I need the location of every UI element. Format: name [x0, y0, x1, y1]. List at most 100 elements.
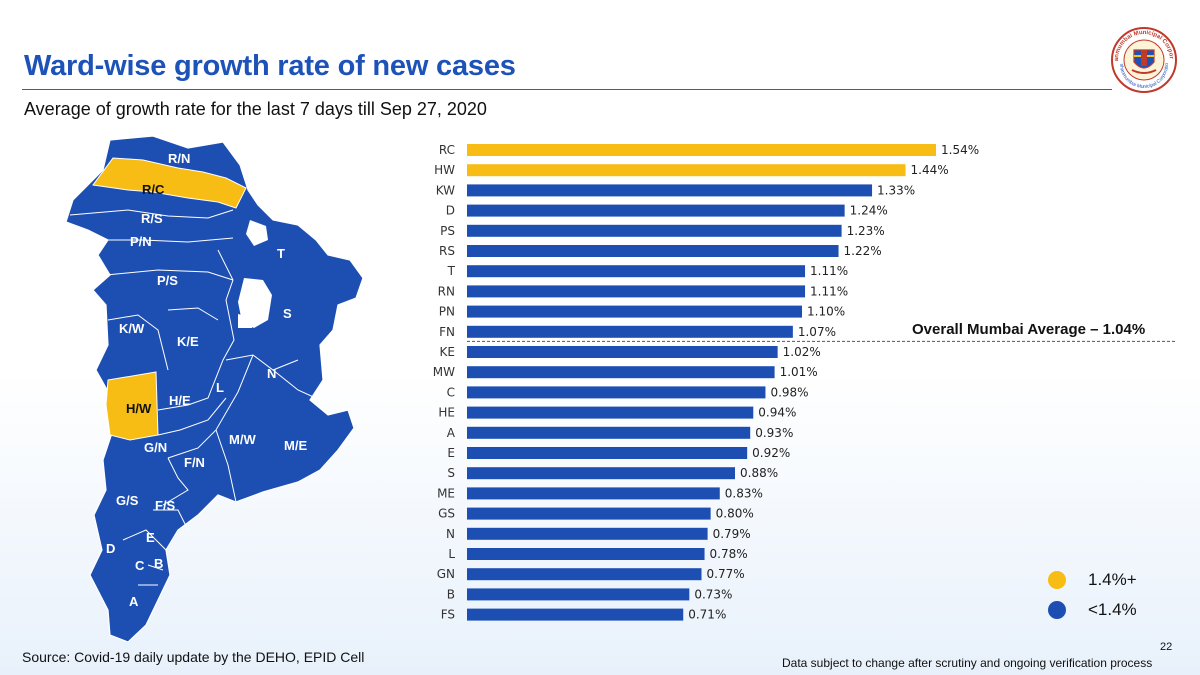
ward-label-hw: H/W — [126, 401, 152, 416]
source-note: Source: Covid-19 daily update by the DEH… — [22, 649, 365, 665]
bar-ps — [467, 224, 842, 237]
wetland-1 — [238, 278, 272, 328]
ward-label-c: C — [135, 558, 145, 573]
category-label-fs: FS — [441, 608, 455, 622]
ward-label-fn: F/N — [184, 455, 205, 470]
title-underline — [22, 89, 1112, 90]
bar-gs — [467, 507, 711, 520]
ward-map: R/N R/C R/S P/N P/S K/W K/E H/W H/E L N … — [65, 135, 364, 643]
category-label-l: L — [448, 547, 455, 561]
ward-boundaries — [69, 209, 321, 586]
bar-kw — [467, 184, 873, 197]
ward-rc-region — [92, 157, 247, 209]
wetland-2 — [246, 220, 268, 246]
bar-he — [467, 406, 754, 419]
bar-a — [467, 426, 751, 439]
ward-label-l: L — [216, 380, 224, 395]
category-label-ps: PS — [440, 224, 455, 238]
ward-label-ke: K/E — [177, 334, 199, 349]
ward-label-he: H/E — [169, 393, 191, 408]
value-label-me: 0.83% — [725, 486, 763, 500]
category-label-rn: RN — [438, 284, 455, 298]
value-label-rs: 1.22% — [844, 244, 882, 258]
category-label-c: C — [447, 385, 455, 399]
ward-hw-region — [105, 371, 159, 441]
value-label-c: 0.98% — [770, 385, 808, 399]
category-label-kw: KW — [436, 183, 455, 197]
ward-label-gn: G/N — [144, 440, 167, 455]
category-label-mw: MW — [433, 365, 455, 379]
value-label-e: 0.92% — [752, 446, 790, 460]
wetland-3 — [238, 314, 254, 328]
category-label-hw: HW — [434, 163, 455, 177]
bar-pn — [467, 305, 802, 318]
value-label-gn: 0.77% — [707, 567, 745, 581]
value-label-n: 0.79% — [713, 527, 751, 541]
category-label-d: D — [446, 204, 455, 218]
category-label-n: N — [446, 527, 455, 541]
category-label-ke: KE — [440, 345, 455, 359]
bar-hw — [467, 164, 906, 177]
value-label-fn: 1.07% — [798, 325, 836, 339]
value-label-s: 0.88% — [740, 466, 778, 480]
category-label-gs: GS — [438, 507, 455, 521]
value-label-pn: 1.10% — [807, 305, 845, 319]
bar-c — [467, 386, 766, 399]
ward-label-gs: G/S — [116, 493, 139, 508]
legend-swatch-yellow — [1048, 571, 1066, 589]
bar-rs — [467, 245, 839, 257]
bar-e — [467, 447, 748, 459]
legend-label: 1.4%+ — [1088, 570, 1137, 589]
page-title: Ward-wise growth rate of new cases — [24, 50, 516, 82]
bar-ke — [467, 346, 778, 358]
value-label-gs: 0.80% — [716, 507, 754, 521]
ward-label-rc: R/C — [142, 182, 165, 197]
legend-label: <1.4% — [1088, 600, 1137, 619]
category-label-fn: FN — [439, 325, 455, 339]
ward-label-a: A — [129, 594, 139, 609]
ward-label-n: N — [267, 366, 276, 381]
bar-mw — [467, 366, 775, 379]
ward-label-s: S — [283, 306, 292, 321]
growth-rate-bar-chart: RC 1.54% HW 1.44% KW 1.33% D 1.24% PS 1.23% RS 1.22… — [433, 143, 1175, 622]
bar-d — [467, 204, 845, 217]
ward-label-mw: M/W — [229, 432, 256, 447]
legend-item-below: <1.4% — [1048, 595, 1137, 625]
bar-rn — [467, 285, 806, 298]
category-label-he: HE — [438, 406, 455, 420]
ward-label-fs: F/S — [155, 498, 176, 513]
page-number: 22 — [1160, 641, 1173, 653]
value-label-ke: 1.02% — [783, 345, 821, 359]
map-landmass — [65, 135, 364, 643]
ward-label-pn: P/N — [130, 234, 152, 249]
bar-b — [467, 588, 690, 601]
ward-labels: R/N R/C R/S P/N P/S K/W K/E H/W H/E L N … — [106, 151, 307, 609]
category-label-rs: RS — [439, 244, 455, 258]
ward-label-me: M/E — [284, 438, 307, 453]
value-label-ps: 1.23% — [847, 224, 885, 238]
value-label-kw: 1.33% — [877, 183, 915, 197]
ward-label-rn: R/N — [168, 151, 190, 166]
value-label-he: 0.94% — [758, 406, 796, 420]
average-line-label: Overall Mumbai Average – 1.04% — [912, 321, 1146, 338]
ward-label-b: B — [154, 556, 163, 571]
bmc-emblem-icon: Brihanmumbai Municipal Corporation Briha… — [1110, 26, 1177, 93]
value-label-t: 1.11% — [810, 264, 848, 278]
value-label-hw: 1.44% — [911, 163, 949, 177]
category-label-rc: RC — [439, 143, 455, 157]
value-label-fs: 0.71% — [688, 608, 726, 622]
legend-swatch-blue — [1048, 601, 1066, 619]
value-label-a: 0.93% — [755, 426, 793, 440]
bar-s — [467, 467, 735, 480]
page-subtitle: Average of growth rate for the last 7 da… — [24, 99, 487, 119]
ward-label-e: E — [146, 530, 155, 545]
category-label-me: ME — [437, 486, 455, 500]
category-label-e: E — [447, 446, 455, 460]
category-label-gn: GN — [437, 567, 455, 581]
legend: 1.4%+ <1.4% — [1048, 565, 1137, 625]
bar-gn — [467, 568, 702, 581]
bar-l — [467, 548, 705, 560]
ward-label-t: T — [277, 246, 285, 261]
category-label-b: B — [447, 587, 455, 601]
value-label-rc: 1.54% — [941, 143, 979, 157]
